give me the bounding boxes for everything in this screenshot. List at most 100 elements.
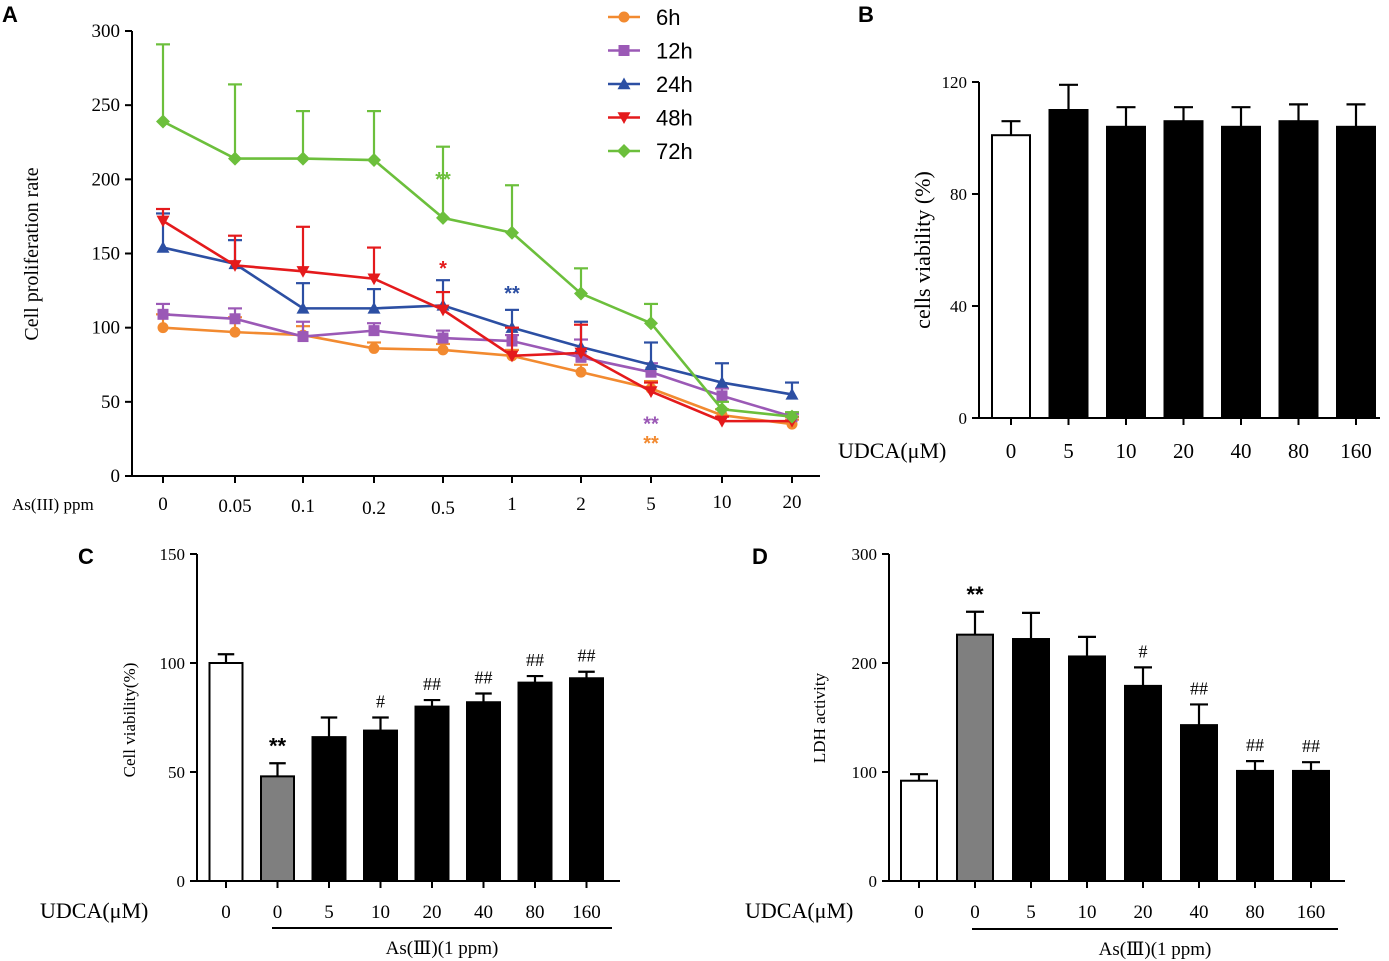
significance-mark: ** (643, 433, 659, 455)
panel-b: 0 40 80 120 0 5 10 20 40 80 160 UDCA(μM) cells viabi… (838, 73, 1380, 463)
series-line-24h (162, 246, 793, 396)
panel-d-x-tick-label: 80 (1246, 902, 1265, 923)
panel-d-bar (900, 779, 938, 882)
panel-c-bar (414, 705, 450, 882)
data-point-72h (715, 402, 729, 417)
panel-b-x-tick-label: 5 (1063, 439, 1074, 463)
panel-a-x-axis-title: As(III) ppm (12, 495, 94, 514)
panel-c-x-tick-label: 80 (526, 902, 545, 923)
data-point-24h (715, 376, 729, 388)
significance-mark: ** (504, 283, 520, 305)
panel-c-x-tick-label: 5 (324, 902, 334, 923)
series-line-6h (162, 326, 793, 426)
panel-c-bar (363, 729, 398, 883)
panel-d-bar (1292, 769, 1330, 882)
panel-c-y-tick-label: 0 (177, 872, 186, 891)
series-72h (156, 43, 799, 424)
panel-d-y-tick-label: 300 (852, 545, 878, 564)
panel-c-y-tick-label: 100 (160, 654, 186, 673)
panel-b-x-tick-label: 20 (1173, 439, 1194, 463)
panel-a-x-tick-label: 0.05 (218, 496, 251, 517)
panel-c-x-tick-label: 10 (371, 902, 390, 923)
panel-b-y-tick-label: 40 (950, 297, 967, 316)
panel-c-bar (517, 681, 553, 882)
panel-c-y-axis-title: Cell viability(%) (120, 663, 139, 778)
panel-b-y-tick-label: 120 (942, 73, 968, 92)
significance-mark: ** (643, 414, 659, 436)
panel-c-significance-mark: ## (423, 674, 441, 694)
legend-label-24h: 24h (656, 72, 693, 97)
panel-c-significance-mark: ## (578, 646, 596, 666)
series-line-48h (162, 219, 792, 423)
panel-a-y-tick-label: 300 (92, 21, 121, 42)
panel-b-x-tick-label: 0 (1006, 439, 1017, 463)
data-point-48h (367, 273, 381, 286)
data-point-48h (436, 304, 450, 317)
data-point-72h (296, 151, 310, 166)
panel-b-x-tick-label: 160 (1340, 439, 1372, 463)
panel-label-c: C (78, 544, 94, 569)
data-point-24h (296, 301, 310, 314)
series-line-72h (162, 120, 793, 418)
panel-d-significance-mark: ## (1190, 678, 1208, 698)
panel-b-bar (1278, 120, 1319, 419)
panel-d-y-tick-label: 100 (852, 763, 878, 782)
series-12h (156, 302, 799, 423)
series-48h (156, 207, 799, 428)
panel-b-x-tick-label: 10 (1116, 439, 1137, 463)
panel-a-x-tick-label: 0.2 (362, 498, 386, 519)
panel-b-bar (1221, 125, 1261, 420)
data-point-24h (156, 241, 170, 253)
data-point-48h (644, 386, 658, 398)
panel-c: 0 50 100 150 0 0 ** 5 10 #20 ## 40 ## 80 ## 160 ## UDCA(μ… (40, 545, 620, 959)
data-point-12h (645, 366, 657, 378)
data-point-72h (505, 225, 519, 240)
panel-b-bar (991, 134, 1031, 419)
data-point-24h (367, 301, 381, 314)
panel-c-y-tick-label: 50 (168, 763, 185, 782)
data-point-48h (715, 415, 729, 428)
panel-a-x-tick-label: 0.1 (291, 496, 315, 517)
panel-d-x-tick-label: 40 (1190, 902, 1209, 923)
panel-d-significance-mark: ## (1246, 735, 1264, 755)
panel-d-x-axis-title: UDCA(μM) (745, 898, 853, 923)
panel-d-x-tick-label: 10 (1078, 902, 1097, 923)
panel-d-group-label: As(Ⅲ)(1 ppm) (1099, 939, 1212, 960)
panel-a-y-axis-title: Cell proliferation rate (21, 167, 43, 340)
legend-marker-6h (618, 11, 630, 23)
panel-a-y-tick-label: 0 (111, 466, 121, 487)
panel-a-x-tick-label: 10 (713, 492, 732, 513)
panel-a-y-tick-label: 100 (92, 318, 121, 339)
panel-a-x-tick-label: 20 (783, 492, 802, 513)
data-point-72h (156, 114, 170, 129)
data-point-48h (156, 215, 170, 228)
data-point-12h (437, 332, 449, 344)
panel-d-bar (1124, 684, 1162, 883)
panel-d-y-tick-label: 0 (869, 872, 878, 891)
panel-a-x-tick-label: 1 (507, 494, 517, 515)
panel-a-y-tick-label: 50 (101, 392, 120, 413)
series-24h (156, 212, 799, 400)
panel-c-bar (466, 701, 501, 882)
legend-marker-12h (618, 45, 630, 56)
panel-d-bar (956, 633, 994, 882)
data-point-72h (574, 286, 588, 301)
panel-b-bar (1106, 125, 1146, 420)
panel-label-d: D (752, 544, 768, 569)
legend: 6h 12h 24h 48h 72h (608, 5, 693, 164)
panel-a-y-tick-label: 250 (92, 95, 121, 116)
panel-d-significance-mark: ## (1302, 736, 1320, 756)
data-point-12h (297, 331, 309, 343)
panel-a-x-tick-label: 5 (646, 494, 656, 515)
series-line-12h (162, 313, 793, 418)
data-point-48h (574, 347, 588, 360)
panel-d-x-tick-label: 0 (970, 902, 980, 923)
panel-c-significance-mark: ## (526, 650, 544, 670)
data-point-72h (644, 316, 658, 331)
data-point-72h (367, 153, 381, 168)
panel-d-y-axis-title: LDH activity (810, 672, 829, 763)
panel-d-bar (1236, 769, 1274, 882)
panel-d-x-tick-label: 160 (1297, 902, 1326, 923)
panel-b-x-tick-label: 40 (1231, 439, 1252, 463)
panel-d-x-tick-label: 20 (1134, 902, 1153, 923)
